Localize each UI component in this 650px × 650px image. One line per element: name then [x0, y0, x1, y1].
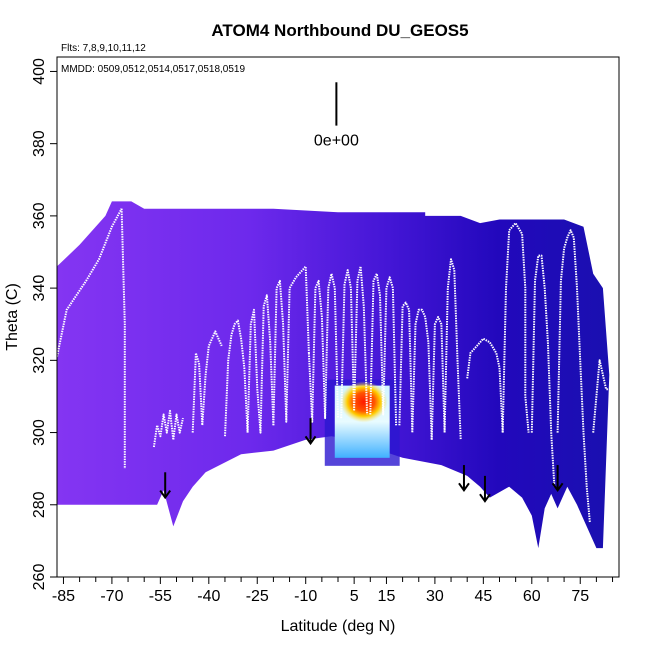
flight-track: [592, 359, 610, 433]
down-arrow: [304, 418, 317, 446]
high-value-region: [324, 379, 400, 466]
x-axis-label: Latitude (deg N): [281, 618, 396, 635]
dates-subtitle: MMDD: 0509,0512,0514,0517,0518,0519: [61, 64, 245, 75]
x-tick-label: -55: [149, 588, 172, 605]
x-tick-label: -10: [294, 588, 317, 605]
flight-track: [556, 229, 591, 523]
x-tick-label: -85: [52, 588, 75, 605]
arrow-head: [159, 489, 172, 500]
arrows: [159, 418, 564, 503]
heatmap-field: [57, 201, 610, 549]
y-axis-label: Theta (C): [4, 283, 21, 351]
x-axis: -85 -70 -55 -40 -25 -10 5 15 30 45 60 75: [52, 576, 614, 605]
x-tick-label: 15: [378, 588, 396, 605]
y-tick-label: 300: [31, 419, 48, 446]
y-tick-label: 360: [31, 202, 48, 229]
x-tick-label: 75: [571, 588, 589, 605]
x-tick-label: -25: [246, 588, 269, 605]
arrow-head: [304, 435, 317, 446]
flight-tracks: [57, 208, 610, 523]
flight-track: [369, 272, 398, 426]
y-tick-label: 340: [31, 275, 48, 302]
arrow-head: [458, 482, 470, 493]
x-tick-label: 30: [426, 588, 444, 605]
down-arrow: [159, 472, 172, 500]
down-arrow: [551, 465, 564, 493]
flight-track: [224, 319, 249, 437]
arrow-head: [551, 482, 564, 493]
chart-title: ATOM4 Northbound DU_GEOS5: [211, 21, 468, 40]
x-tick-label: -40: [197, 588, 220, 605]
flight-track: [398, 301, 433, 440]
flight-track: [152, 409, 184, 448]
y-tick-label: 260: [31, 564, 48, 591]
y-tick-label: 280: [31, 491, 48, 518]
flight-track: [272, 265, 310, 426]
arrow-head: [479, 493, 491, 503]
plot-area: [57, 201, 610, 549]
x-tick-label: -70: [100, 588, 123, 605]
flight-track: [120, 208, 126, 469]
down-arrow: [479, 475, 491, 503]
region-core: [340, 381, 388, 423]
y-tick-label: 380: [31, 130, 48, 157]
flight-track: [191, 330, 223, 433]
flight-track: [501, 222, 530, 433]
y-tick-label: 320: [31, 347, 48, 374]
down-arrow: [458, 465, 470, 493]
flight-track: [246, 294, 275, 434]
x-tick-label: 5: [350, 588, 359, 605]
x-tick-label: 45: [474, 588, 492, 605]
flight-track: [430, 258, 462, 440]
flight-track: [530, 254, 556, 487]
y-axis: 260 280 300 320 340 360 380 400: [31, 58, 58, 591]
flight-track: [466, 337, 504, 433]
flights-subtitle: Flts: 7,8,9,10,11,12: [61, 43, 146, 54]
x-tick-label: 60: [523, 588, 541, 605]
flight-track: [57, 208, 123, 357]
colorbar-marker-label: 0e+00: [314, 133, 359, 150]
flight-track: [307, 272, 339, 423]
flight-track: [340, 265, 369, 419]
y-tick-label: 400: [31, 58, 48, 85]
